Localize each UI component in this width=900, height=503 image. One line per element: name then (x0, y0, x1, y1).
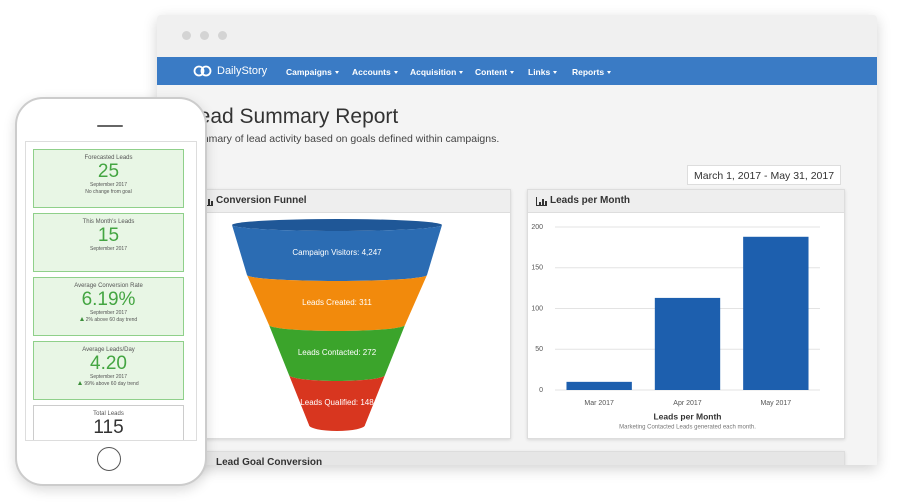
nav-item[interactable]: Links (528, 67, 557, 77)
y-tick-label: 200 (531, 224, 543, 231)
browser-window: DailyStory Campaigns Accounts Acquisitio… (157, 15, 877, 465)
nav-item[interactable]: Accounts (352, 67, 398, 77)
stat-period: September 2017 (90, 374, 127, 380)
phone-screen: Forecasted Leads 25 September 2017 No chang… (25, 141, 197, 441)
stat-label: Average Conversion Rate (74, 283, 143, 289)
stat-card: Average Conversion Rate 6.19% September 20… (33, 277, 184, 336)
bar (654, 297, 721, 390)
stat-value: 25 (97, 161, 120, 182)
phone: Forecasted Leads 25 September 2017 No chang… (15, 97, 207, 486)
stat-note: No change from goal (34, 189, 183, 196)
page-subtitle: Summary of lead activity based on goals … (187, 133, 500, 145)
funnel-segment (289, 375, 385, 431)
window-dot (182, 31, 191, 40)
panel-title: Conversion Funnel (216, 195, 307, 206)
x-axis-subtitle: Marketing Contacted Leads generated each… (619, 425, 756, 431)
stat-card: This Month's Leads 15 September 2017 (33, 213, 184, 272)
x-tick-label: May 2017 (760, 400, 791, 407)
panel-header: Leads per Month (528, 190, 844, 213)
funnel-segment (269, 325, 405, 381)
y-tick-label: 150 (531, 265, 543, 272)
bar (566, 381, 632, 390)
window-dot (200, 31, 209, 40)
panel-title: Lead Goal Conversion (216, 457, 323, 465)
trend-up-icon (79, 317, 84, 321)
navbar: DailyStory Campaigns Accounts Acquisitio… (157, 57, 877, 85)
stat-value: 15 (97, 225, 120, 246)
stat-value: 6.19% (81, 289, 136, 310)
funnel-segment (247, 275, 427, 331)
logo (193, 65, 212, 77)
funnel-label: Campaign Visitors: 4,247 (292, 248, 382, 257)
nav-item[interactable]: Acquisition (410, 67, 463, 77)
y-tick-label: 100 (531, 305, 543, 312)
panel-title: Leads per Month (550, 195, 631, 206)
chart-layer: Campaign Visitors: 4,247 Leads Created: 3… (232, 219, 820, 431)
funnel-label: Leads Contacted: 272 (298, 348, 377, 357)
stat-value: 4.20 (90, 353, 127, 374)
stat-card: Total Leads 115 (33, 405, 184, 440)
bar (743, 236, 809, 390)
y-tick-label: 0 (539, 387, 543, 394)
brand[interactable]: DailyStory (217, 65, 268, 77)
funnel-label: Leads Created: 311 (302, 298, 372, 307)
stat-note-text: 99% above 60 day trend (84, 381, 139, 387)
nav-item[interactable]: Reports (572, 67, 611, 77)
stat-note-text: 2% above 60 day trend (85, 317, 138, 323)
stat-period: September 2017 (90, 310, 127, 316)
stat-label: This Month's Leads (82, 219, 135, 225)
funnel-segment (232, 225, 442, 281)
stat-note: 2% above 60 day trend (34, 317, 183, 324)
nav-item[interactable]: Campaigns (286, 67, 339, 77)
chart-icon (536, 197, 547, 206)
goal-panel: Lead Goal Conversion (193, 451, 845, 465)
x-tick-label: Apr 2017 (673, 400, 702, 407)
stat-period: September 2017 (90, 182, 127, 188)
funnel-label: Leads Qualified: 148 (300, 398, 374, 407)
window-dot (218, 31, 227, 40)
y-tick-label: 50 (535, 346, 543, 353)
stat-label: Average Leads/Day (82, 347, 135, 353)
stat-note: 99% above 60 day trend (34, 381, 183, 388)
stat-period: September 2017 (90, 246, 127, 252)
stat-value: 115 (93, 417, 124, 438)
window-chrome (157, 15, 877, 57)
stat-note-text: No change from goal (85, 189, 132, 195)
home-button[interactable] (97, 447, 121, 471)
x-tick-label: Mar 2017 (584, 400, 614, 407)
stat-label: Forecasted Leads (84, 155, 133, 161)
x-axis-title: Leads per Month (653, 411, 721, 421)
funnel-top (232, 219, 442, 231)
stat-label: Total Leads (93, 411, 124, 417)
speaker (97, 125, 123, 127)
trend-up-icon (78, 381, 83, 385)
date-range-picker[interactable]: March 1, 2017 - May 31, 2017 (687, 165, 841, 185)
panel-header: Lead Goal Conversion (194, 452, 844, 465)
stat-card: Average Leads/Day 4.20 September 2017 99% a… (33, 341, 184, 400)
date-range: March 1, 2017 - May 31, 2017 (694, 170, 835, 182)
stat-card: Forecasted Leads 25 September 2017 No chang… (33, 149, 184, 208)
page-title: Lead Summary Report (187, 105, 399, 128)
nav-item[interactable]: Content (475, 67, 514, 77)
